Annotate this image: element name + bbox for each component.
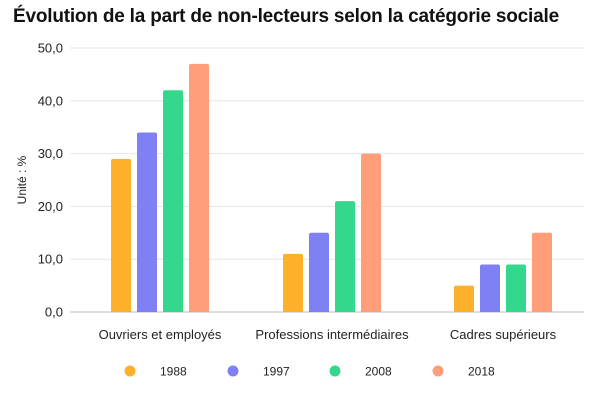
bar-2018 (532, 232, 552, 312)
bar-2018 (189, 63, 209, 313)
y-tick-label: 0,0 (45, 305, 63, 320)
legend-marker (227, 365, 239, 377)
bar-1997 (137, 132, 157, 312)
legend-item-1988[interactable]: 1988 (124, 365, 188, 379)
bar-1997 (480, 264, 500, 312)
legend-label: 1988 (160, 365, 187, 379)
x-axis-category-labels: Ouvriers et employés Professions interméd… (99, 327, 557, 342)
category-label: Cadres supérieurs (450, 327, 557, 342)
y-axis-title: Unité : % (15, 155, 29, 204)
legend-label: 2018 (468, 365, 495, 379)
legend-marker (432, 365, 444, 377)
legend-item-1997[interactable]: 1997 (227, 365, 291, 379)
bar-2018 (361, 153, 381, 312)
legend-marker (124, 365, 136, 377)
bar-1997 (309, 232, 329, 312)
legend-item-2018[interactable]: 2018 (432, 365, 496, 379)
y-tick-label: 10,0 (38, 252, 63, 267)
y-tick-label: 30,0 (38, 146, 63, 161)
legend-item-2008[interactable]: 2008 (329, 365, 393, 379)
legend-label: 1997 (263, 365, 290, 379)
category-label: Professions intermédiaires (255, 327, 409, 342)
bar-2008 (335, 201, 355, 312)
legend-marker (329, 365, 341, 377)
y-tick-label: 20,0 (38, 199, 63, 214)
bar-1988 (454, 285, 474, 312)
legend-label: 2008 (365, 365, 392, 379)
y-axis-tick-labels: 0,0 10,0 20,0 30,0 40,0 50,0 (38, 41, 63, 320)
category-label: Ouvriers et employés (99, 327, 222, 342)
bar-1988 (111, 158, 131, 312)
y-tick-label: 40,0 (38, 93, 63, 108)
bar-1988 (283, 253, 303, 312)
legend[interactable]: 1988 1997 2008 2018 (124, 365, 496, 379)
chart-title: Évolution de la part de non-lecteurs sel… (13, 6, 559, 27)
bar-2008 (506, 264, 526, 312)
bars (111, 63, 552, 313)
y-tick-label: 50,0 (38, 41, 63, 56)
bar-2008 (163, 90, 183, 313)
